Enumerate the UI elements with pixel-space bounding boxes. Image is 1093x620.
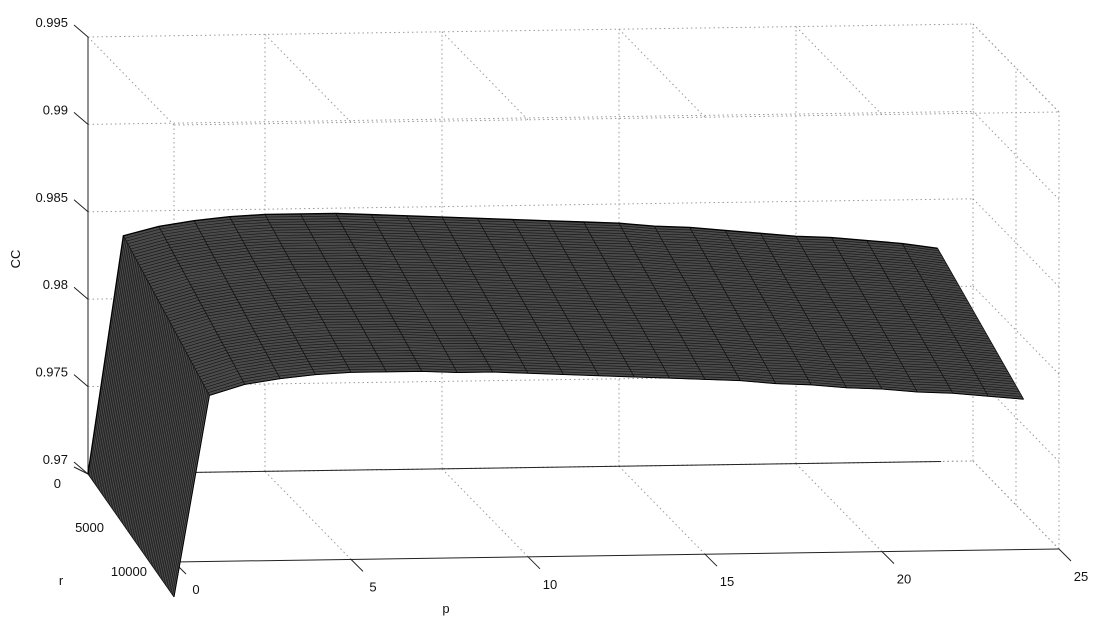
surface-mesh-line <box>173 371 1024 598</box>
x-tick-label: 20 <box>897 572 911 587</box>
z-tick-label: 0.975 <box>35 365 68 380</box>
x-tick-label: 5 <box>369 579 376 594</box>
grid-line <box>264 34 352 123</box>
z-axis-title: CC <box>8 250 23 269</box>
surface-edge-line <box>866 240 954 394</box>
grid-line <box>264 471 352 560</box>
surface-mesh-line <box>167 360 1018 589</box>
surface-edge-line <box>335 213 423 372</box>
grid-line <box>87 198 974 213</box>
grid-line <box>795 463 883 552</box>
grid-line <box>618 28 706 118</box>
surface-edge-line <box>406 215 493 373</box>
z-tick <box>73 286 89 300</box>
z-tick <box>73 199 89 213</box>
y-tick <box>73 466 89 475</box>
surface-edge-line <box>193 220 281 379</box>
z-tick <box>73 461 89 475</box>
grid-line <box>795 26 883 115</box>
surface-edge-line <box>831 237 918 393</box>
surface-mesh-line <box>172 368 1023 595</box>
surface-edge-line <box>300 213 387 373</box>
surface-edge-line <box>441 216 529 374</box>
x-tick <box>881 551 895 564</box>
surface-mesh-line <box>166 357 1017 587</box>
z-tick <box>73 24 89 38</box>
x-axis-line <box>173 548 1060 563</box>
grid-line <box>972 111 1060 200</box>
x-tick <box>350 559 364 572</box>
surface-front-edge <box>173 370 1024 598</box>
surface-edge-line <box>477 218 564 375</box>
grid-line <box>441 31 529 121</box>
surface-edge-line <box>547 220 635 378</box>
grid-line <box>618 465 706 555</box>
surface-edge-line <box>264 214 352 373</box>
surface-edge-line <box>229 216 316 375</box>
grid-line <box>87 110 974 125</box>
surface-edge-line <box>795 236 883 390</box>
surface-edge-line <box>654 226 741 381</box>
surface-edge-line <box>370 214 458 373</box>
z-tick <box>73 374 89 387</box>
x-tick <box>704 553 718 567</box>
z-tick-label: 0.985 <box>35 190 68 205</box>
z-tick-label: 0.99 <box>43 102 68 117</box>
surface-edge-line <box>158 226 246 385</box>
surface-back-edge <box>87 212 938 475</box>
y-tick-label: 10000 <box>111 564 147 579</box>
surface-edge-line <box>512 219 600 376</box>
x-tick-label: 15 <box>720 574 734 589</box>
x-tick-label: 0 <box>192 582 199 597</box>
surface-edge-line <box>618 223 706 380</box>
z-tick-label: 0.995 <box>35 15 68 30</box>
y-tick-label: 0 <box>54 476 61 491</box>
floor-back-line <box>87 460 942 475</box>
grid-line <box>173 111 1060 126</box>
surface-edge-line <box>937 248 1024 400</box>
surface-edge-line <box>87 473 175 598</box>
surface-edge-line <box>760 233 847 389</box>
x-tick-label: 10 <box>543 577 557 592</box>
y-tick-label: 5000 <box>75 520 104 535</box>
surface-mesh-line <box>169 363 1020 591</box>
x-tick <box>1058 548 1072 562</box>
surface-edge-line <box>901 243 989 397</box>
x-axis-title: p <box>442 601 449 616</box>
surface-mesh-line <box>170 365 1021 593</box>
z-tick-label: 0.98 <box>43 277 68 292</box>
surface-edge-line <box>724 230 812 386</box>
x-tick-label: 25 <box>1074 569 1088 584</box>
y-axis-title: r <box>59 573 64 588</box>
surface-layer <box>87 212 1024 598</box>
surface-edge-line <box>123 235 210 396</box>
x-tick <box>527 556 541 570</box>
surface-edge-line <box>583 221 670 379</box>
grid-line <box>87 23 974 38</box>
grid-line <box>441 468 529 558</box>
grid-line <box>87 36 175 126</box>
z-tick <box>73 112 89 125</box>
label-layer: 0 5 10 15 20 25 0 5000 10000 0.97 0.975 0.98 0.985 0.… <box>35 15 1088 597</box>
z-tick-label: 0.97 <box>43 452 68 467</box>
surface-edge-line <box>689 227 777 384</box>
